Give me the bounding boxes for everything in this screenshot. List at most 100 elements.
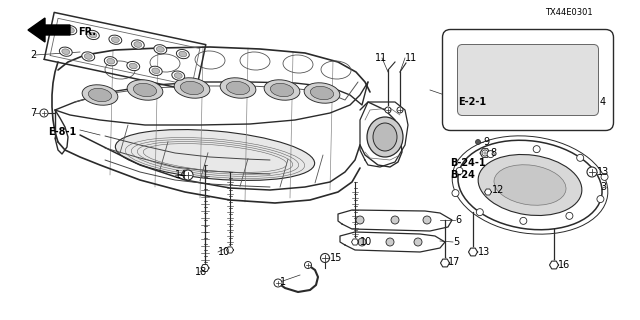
Circle shape	[487, 151, 494, 158]
Polygon shape	[227, 247, 234, 253]
Polygon shape	[28, 18, 70, 42]
Text: E-8-1: E-8-1	[48, 127, 76, 137]
Circle shape	[391, 216, 399, 224]
Ellipse shape	[62, 49, 70, 54]
Circle shape	[520, 217, 527, 224]
Text: 13: 13	[478, 247, 490, 257]
Text: TX44E0301: TX44E0301	[545, 7, 593, 17]
Ellipse shape	[111, 37, 119, 43]
Circle shape	[183, 170, 193, 180]
Text: 15: 15	[330, 253, 342, 263]
Ellipse shape	[458, 140, 602, 230]
Ellipse shape	[88, 88, 111, 102]
Ellipse shape	[156, 46, 164, 52]
Text: 18: 18	[195, 267, 207, 277]
Ellipse shape	[478, 155, 582, 215]
Circle shape	[414, 238, 422, 246]
Ellipse shape	[310, 86, 333, 100]
Ellipse shape	[304, 83, 340, 103]
Text: 2: 2	[30, 50, 36, 60]
Circle shape	[305, 261, 312, 268]
Ellipse shape	[129, 63, 137, 69]
Circle shape	[385, 107, 391, 113]
Ellipse shape	[127, 61, 140, 71]
Text: 10: 10	[218, 247, 230, 257]
Ellipse shape	[82, 85, 118, 105]
Ellipse shape	[127, 80, 163, 100]
Text: FR.: FR.	[78, 27, 96, 37]
Ellipse shape	[86, 30, 99, 40]
Circle shape	[386, 238, 394, 246]
Ellipse shape	[174, 73, 182, 78]
Polygon shape	[484, 189, 492, 195]
Text: 16: 16	[558, 260, 570, 270]
Ellipse shape	[179, 51, 187, 57]
FancyBboxPatch shape	[458, 44, 598, 116]
Circle shape	[566, 212, 573, 219]
Ellipse shape	[172, 71, 185, 80]
Text: 6: 6	[455, 215, 461, 225]
Text: 4: 4	[600, 97, 606, 107]
Ellipse shape	[177, 50, 189, 59]
Text: 13: 13	[597, 167, 609, 177]
Ellipse shape	[174, 78, 210, 98]
Ellipse shape	[180, 81, 204, 95]
Circle shape	[321, 253, 330, 262]
Text: 5: 5	[453, 237, 460, 247]
Ellipse shape	[60, 47, 72, 56]
Text: 10: 10	[360, 237, 372, 247]
Ellipse shape	[220, 78, 256, 98]
Ellipse shape	[109, 35, 122, 44]
Ellipse shape	[131, 40, 144, 49]
Circle shape	[482, 150, 488, 156]
Ellipse shape	[367, 117, 403, 157]
Text: 14: 14	[175, 170, 188, 180]
Text: B-24-1: B-24-1	[450, 158, 486, 168]
Circle shape	[358, 238, 366, 246]
Ellipse shape	[84, 54, 92, 59]
Text: 12: 12	[492, 185, 504, 195]
Circle shape	[397, 107, 403, 113]
Ellipse shape	[115, 130, 315, 180]
Ellipse shape	[149, 66, 162, 76]
Circle shape	[587, 167, 597, 177]
Text: 8: 8	[490, 148, 496, 158]
Polygon shape	[468, 248, 477, 256]
Text: 1: 1	[280, 277, 286, 287]
Circle shape	[476, 209, 483, 216]
Polygon shape	[351, 239, 358, 245]
Text: 3: 3	[600, 182, 606, 192]
Ellipse shape	[152, 68, 160, 74]
Ellipse shape	[227, 81, 250, 95]
Ellipse shape	[134, 42, 142, 47]
Text: 11: 11	[375, 53, 387, 63]
FancyBboxPatch shape	[442, 29, 614, 131]
Ellipse shape	[133, 84, 157, 97]
Circle shape	[601, 173, 608, 180]
Ellipse shape	[82, 52, 95, 61]
Ellipse shape	[264, 80, 300, 100]
Polygon shape	[550, 261, 559, 269]
Ellipse shape	[107, 59, 115, 64]
Polygon shape	[480, 149, 490, 157]
Text: 9: 9	[483, 137, 489, 147]
Ellipse shape	[104, 57, 117, 66]
Text: 17: 17	[448, 257, 460, 267]
Polygon shape	[201, 265, 209, 271]
Text: 11: 11	[405, 53, 417, 63]
Circle shape	[533, 146, 540, 153]
Circle shape	[476, 140, 481, 145]
Ellipse shape	[373, 123, 397, 151]
Circle shape	[597, 196, 604, 203]
Circle shape	[274, 279, 282, 287]
Circle shape	[40, 109, 48, 117]
Ellipse shape	[67, 27, 74, 33]
Circle shape	[423, 216, 431, 224]
Text: 7: 7	[30, 108, 36, 118]
Circle shape	[356, 216, 364, 224]
Text: E-2-1: E-2-1	[458, 97, 486, 107]
Text: B-24: B-24	[450, 170, 475, 180]
Ellipse shape	[270, 84, 294, 97]
Polygon shape	[440, 259, 449, 267]
Ellipse shape	[89, 32, 97, 38]
